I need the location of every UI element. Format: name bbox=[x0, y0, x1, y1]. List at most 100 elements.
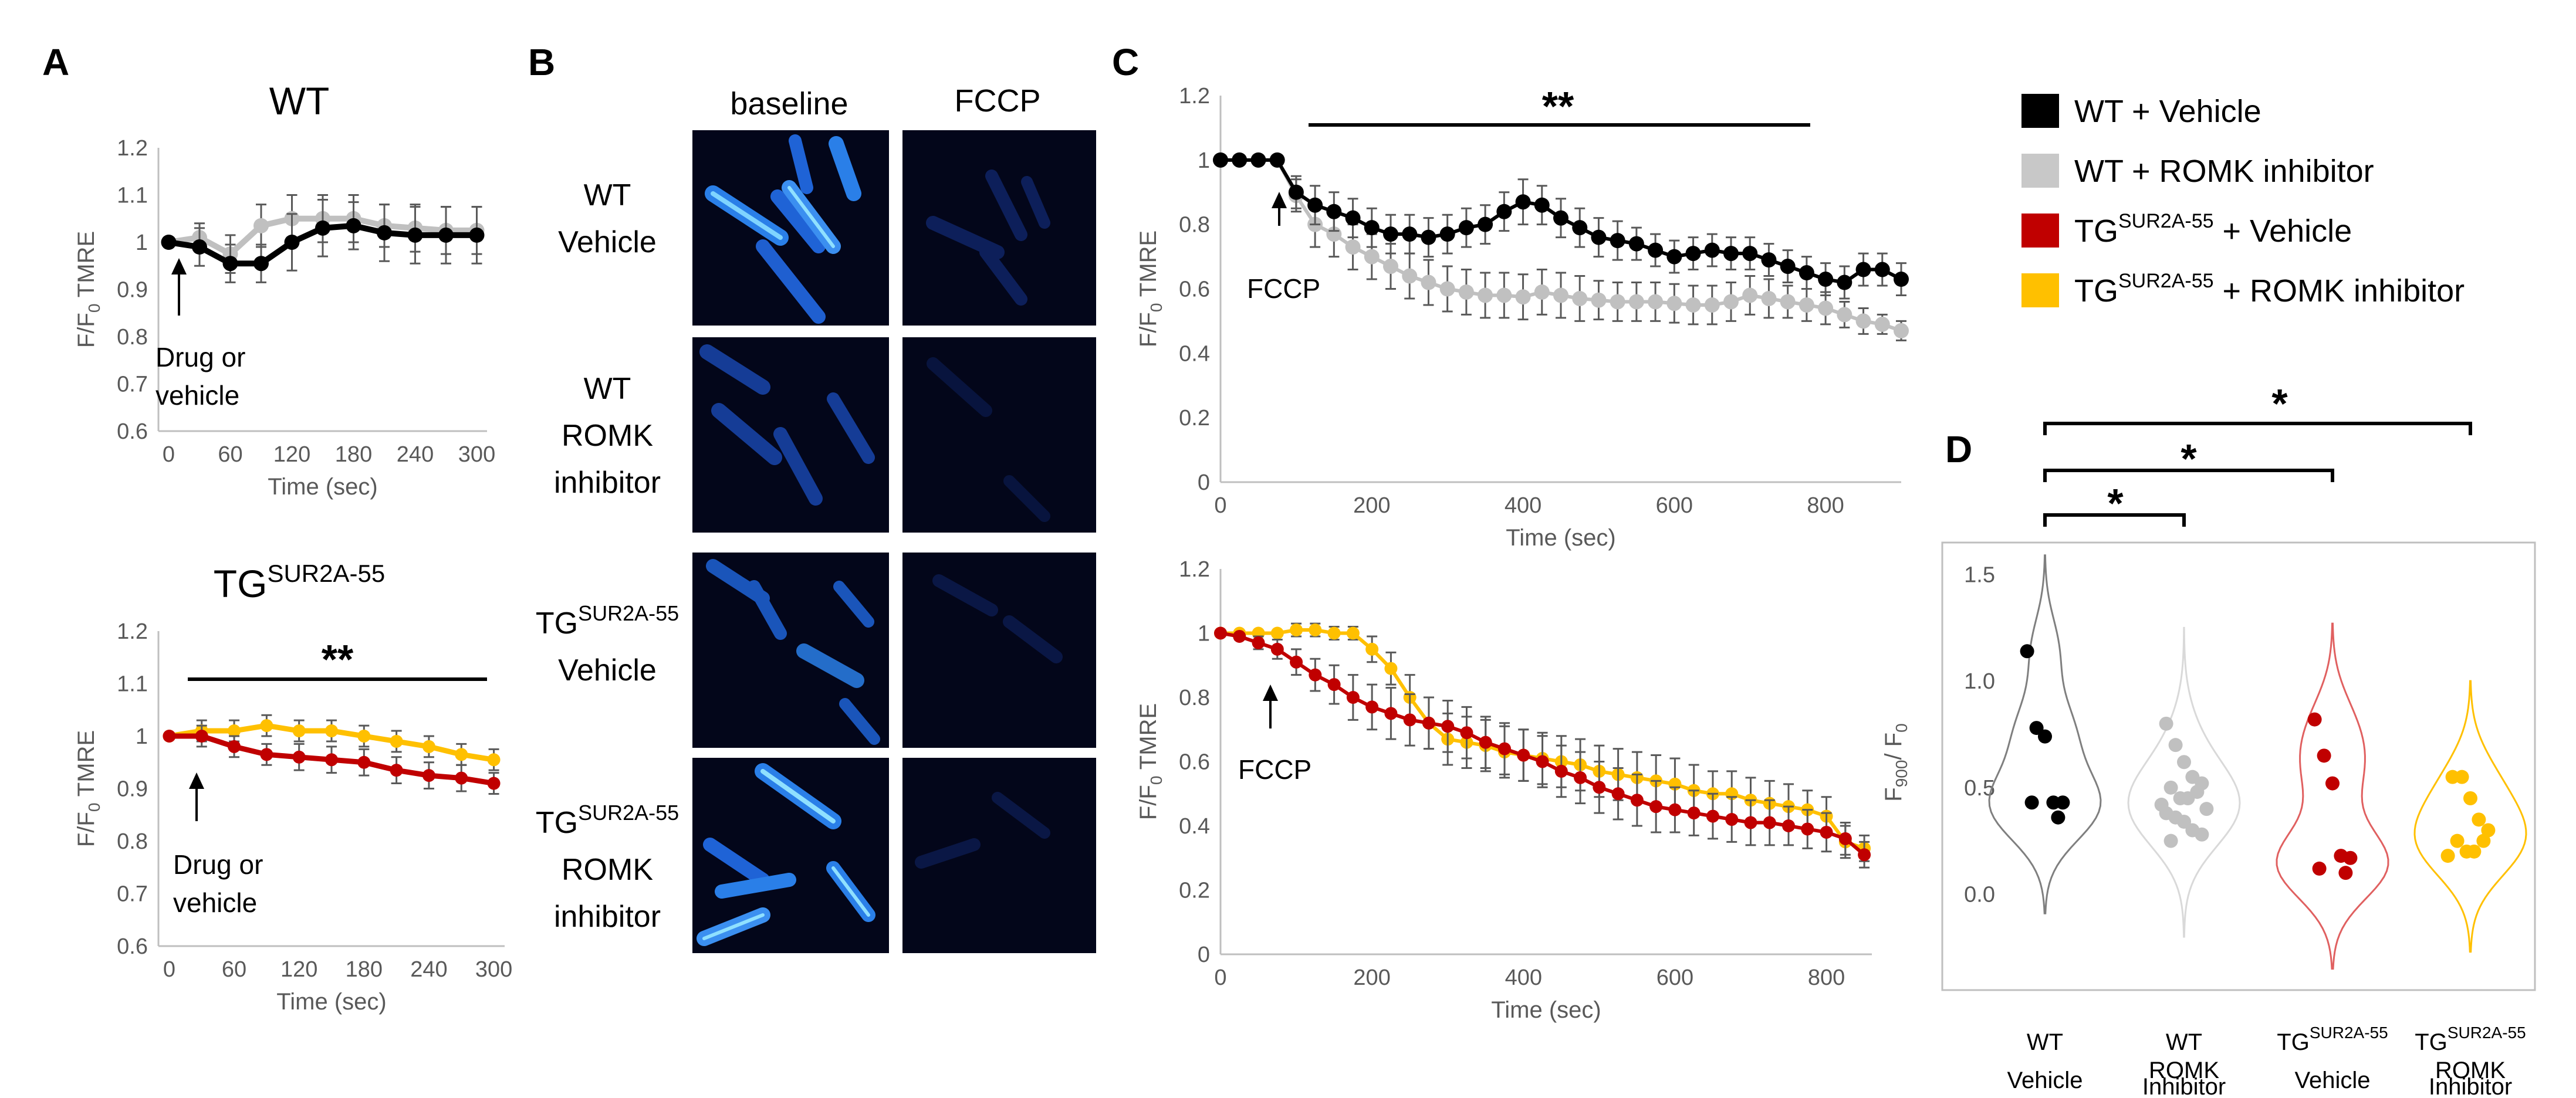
bracket-1-vs-4 bbox=[2043, 422, 2472, 435]
group-label-line2: ROMK bbox=[2149, 1058, 2219, 1083]
data-point bbox=[1553, 287, 1568, 303]
chart-a-bottom: 0.6 0.7 0.8 0.9 1 1.1 1.2 0 60 120 180 240 300 Time (… bbox=[73, 619, 512, 1015]
y-tick-label: 0.2 bbox=[1179, 406, 1210, 431]
data-point bbox=[1723, 246, 1739, 262]
data-point bbox=[1309, 623, 1322, 637]
data-point bbox=[1439, 226, 1455, 242]
data-point bbox=[1591, 292, 1607, 308]
significance-stars: ** bbox=[1542, 83, 1574, 129]
significance-star: * bbox=[2181, 436, 2197, 482]
y-tick-label: 1.0 bbox=[1964, 669, 1995, 694]
data-point bbox=[1384, 707, 1398, 720]
legend-superscript: SUR2A-55 bbox=[2118, 210, 2214, 232]
cardiomyocyte-highlight bbox=[702, 913, 765, 940]
ylabel-main: F/F bbox=[73, 812, 99, 847]
fccp-label: FCCP bbox=[1238, 754, 1311, 785]
data-point bbox=[325, 724, 338, 738]
data-point bbox=[1536, 755, 1549, 768]
data-point bbox=[1517, 748, 1530, 762]
y-tick-label: 0.4 bbox=[1179, 341, 1210, 366]
violin-group-tg_vehicle: TGSUR2A-55 Vehicle bbox=[2276, 622, 2389, 1093]
data-point bbox=[1742, 287, 1758, 303]
y-tick-label: 0.8 bbox=[117, 829, 148, 854]
data-point bbox=[1270, 626, 1284, 640]
x-tick-label: 180 bbox=[335, 442, 372, 467]
data-point bbox=[1250, 152, 1266, 168]
data-point bbox=[1232, 152, 1248, 168]
x-axis-label: Time (sec) bbox=[276, 989, 386, 1015]
data-point bbox=[2338, 866, 2353, 880]
microscopy-grid bbox=[692, 130, 1096, 953]
x-tick-label: 120 bbox=[280, 957, 317, 982]
cardiomyocyte bbox=[796, 643, 864, 688]
x-axis-label: Time (sec) bbox=[1506, 525, 1615, 551]
title-tg-sup: SUR2A-55 bbox=[267, 560, 385, 587]
y-tick-label: 0.7 bbox=[117, 372, 148, 397]
series-wt_romk bbox=[1213, 152, 1909, 341]
data-point bbox=[2476, 833, 2491, 848]
y-axis-label: F900/ F0 bbox=[1881, 723, 1911, 801]
cardiomyocyte bbox=[915, 838, 981, 869]
data-point bbox=[1761, 290, 1777, 306]
arrow-head bbox=[171, 258, 187, 274]
arrow-head bbox=[1272, 192, 1287, 208]
data-point bbox=[1270, 642, 1284, 656]
y-tick-label: 1.2 bbox=[117, 619, 148, 644]
data-point bbox=[2159, 716, 2173, 731]
series-tg_romk bbox=[163, 714, 501, 771]
data-point bbox=[1855, 262, 1871, 277]
series-tg_vehicle bbox=[163, 724, 501, 795]
ylabel-mid: / F bbox=[1881, 733, 1906, 760]
y-tick-label: 1 bbox=[1198, 622, 1210, 646]
y-tick-label: 0.9 bbox=[117, 777, 148, 802]
significance-c-top: ** bbox=[1309, 83, 1810, 129]
cardiomyocyte bbox=[715, 873, 796, 899]
data-point bbox=[1572, 290, 1588, 306]
data-point bbox=[1858, 848, 1871, 862]
row-label-tg-base: TG bbox=[536, 806, 578, 840]
y-tick-label: 0.8 bbox=[1179, 213, 1210, 238]
x-tick-label: 0 bbox=[1214, 965, 1226, 990]
row-label-wt-vehicle-line1: WT bbox=[584, 178, 631, 212]
ylabel-subscript: 0 bbox=[85, 304, 103, 313]
cardiomyocyte bbox=[992, 792, 1050, 839]
data-point bbox=[1704, 297, 1720, 313]
micro-image-tg-vehicle-fccp bbox=[902, 553, 1096, 748]
data-point bbox=[2181, 791, 2195, 805]
data-point bbox=[1384, 662, 1398, 675]
y-tick-label: 1 bbox=[136, 724, 148, 749]
data-point bbox=[163, 730, 176, 743]
cells-tg-romk-fccp bbox=[915, 792, 1050, 869]
plot-frame bbox=[1941, 541, 2536, 991]
data-point bbox=[1496, 287, 1512, 303]
data-point bbox=[1611, 787, 1625, 801]
row-label-tg-romk-line1: TGSUR2A-55 bbox=[536, 801, 679, 840]
data-point bbox=[1422, 716, 1435, 730]
bracket-1-vs-2 bbox=[2043, 513, 2186, 527]
row-label-tg-romk-line2: ROMK bbox=[562, 853, 653, 887]
ylabel-suffix: TMRE bbox=[73, 231, 99, 304]
y-tick-label: 0 bbox=[1198, 470, 1210, 495]
data-point bbox=[2312, 861, 2327, 876]
data-point bbox=[260, 748, 273, 761]
cells-tg-romk-baseline bbox=[697, 763, 875, 946]
group-label-line2: Vehicle bbox=[2295, 1068, 2371, 1093]
x-tick-label: 120 bbox=[273, 442, 310, 467]
cardiomyocyte bbox=[773, 427, 823, 506]
data-point bbox=[1855, 313, 1871, 329]
group-label-line2: Vehicle bbox=[2007, 1068, 2083, 1093]
group-label-line1: WT bbox=[2027, 1029, 2063, 1055]
data-point bbox=[2343, 850, 2358, 865]
arrow-head bbox=[1263, 684, 1278, 701]
y-axis-label: F/F0 TMRE bbox=[1135, 231, 1165, 347]
data-point bbox=[455, 748, 468, 761]
group-label-line1: WT bbox=[2166, 1029, 2202, 1055]
data-point bbox=[2450, 833, 2465, 848]
cardiomyocyte-highlight bbox=[760, 769, 836, 824]
data-point bbox=[2168, 738, 2183, 753]
data-point bbox=[1874, 316, 1890, 332]
cardiomyocyte bbox=[985, 170, 1027, 241]
row-label-tg-romk-line3: inhibitor bbox=[554, 900, 661, 934]
